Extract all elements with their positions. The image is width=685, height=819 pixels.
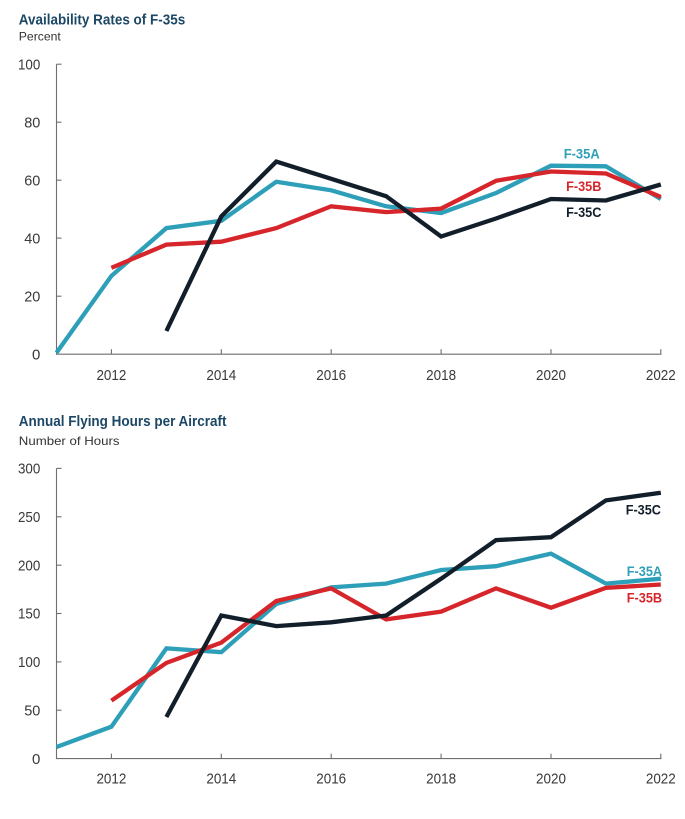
svg-text:2020: 2020 (536, 771, 566, 788)
svg-text:100: 100 (18, 654, 40, 671)
svg-text:F-35A: F-35A (564, 147, 600, 162)
svg-text:2020: 2020 (536, 367, 566, 384)
svg-text:40: 40 (24, 230, 40, 247)
svg-text:20: 20 (24, 288, 40, 305)
svg-text:200: 200 (18, 557, 40, 574)
svg-text:F-35B: F-35B (627, 591, 663, 606)
svg-text:2014: 2014 (206, 771, 236, 788)
svg-text:80: 80 (24, 114, 40, 131)
svg-text:Annual Flying Hours per Aircra: Annual Flying Hours per Aircraft (19, 413, 227, 430)
svg-text:Availability Rates of F-35s: Availability Rates of F-35s (19, 11, 185, 28)
svg-text:2022: 2022 (646, 367, 676, 384)
svg-text:F-35A: F-35A (627, 564, 663, 579)
svg-text:2022: 2022 (646, 771, 676, 788)
svg-text:2014: 2014 (206, 367, 236, 384)
svg-text:Number of Hours: Number of Hours (19, 434, 120, 448)
svg-text:2018: 2018 (426, 771, 456, 788)
svg-text:150: 150 (18, 606, 40, 623)
svg-text:50: 50 (24, 702, 40, 719)
svg-text:F-35C: F-35C (566, 205, 602, 220)
svg-text:250: 250 (18, 509, 40, 526)
svg-text:Percent: Percent (19, 30, 62, 44)
svg-text:F-35B: F-35B (566, 179, 602, 194)
svg-text:2012: 2012 (96, 367, 126, 384)
svg-text:2018: 2018 (426, 367, 456, 384)
svg-text:2016: 2016 (316, 771, 346, 788)
svg-text:300: 300 (18, 461, 40, 478)
svg-text:0: 0 (32, 751, 40, 768)
svg-text:F-35C: F-35C (626, 503, 662, 518)
svg-text:2012: 2012 (96, 771, 126, 788)
svg-text:0: 0 (32, 346, 40, 363)
svg-text:100: 100 (18, 56, 40, 73)
svg-text:60: 60 (24, 172, 40, 189)
svg-text:2016: 2016 (316, 367, 346, 384)
